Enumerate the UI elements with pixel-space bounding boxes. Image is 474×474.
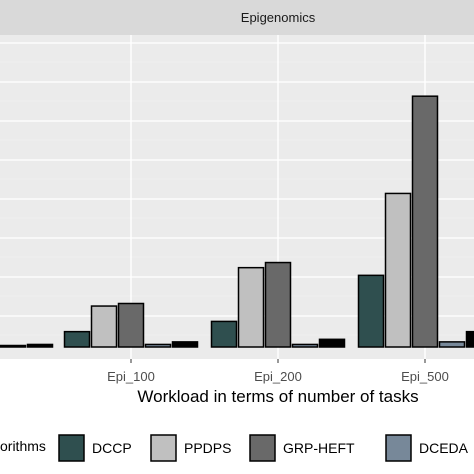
legend-label-dceda: DCEDA	[419, 440, 469, 456]
bar-grp-heft-epi_500	[411, 95, 439, 348]
bar-dceda-epi_100	[144, 343, 172, 348]
facet-strip-label: Epigenomics	[241, 10, 316, 25]
bar-series-4-epi_50	[26, 343, 54, 348]
bar-dceda-epi_500	[438, 341, 466, 348]
bar-dccp-epi_100	[63, 330, 91, 348]
bar-dccp-epi_500	[357, 274, 385, 348]
bar-ppdps-epi_200	[237, 266, 265, 348]
x-tick-label: Epi_100	[107, 369, 155, 384]
legend-label-ppdps: PPDPS	[184, 440, 231, 456]
legend: orithms DCCP PPDPS GRP-HEFT DCEDA	[0, 434, 469, 462]
bar-grp-heft-epi_200	[264, 261, 292, 348]
legend-title: orithms	[0, 438, 46, 454]
bar-series-4-epi_500	[465, 330, 474, 348]
bar-series-4-epi_200	[318, 338, 346, 348]
legend-key-dceda	[385, 434, 412, 462]
bar-dceda-epi_200	[291, 343, 319, 348]
bar-ppdps-epi_500	[384, 192, 412, 348]
bars	[0, 95, 474, 348]
legend-label-grp-heft: GRP-HEFT	[283, 440, 355, 456]
legend-key-grp-heft	[249, 434, 276, 462]
bar-ppdps-epi_100	[90, 305, 118, 348]
x-tick-label: Epi_500	[401, 369, 449, 384]
legend-label-dccp: DCCP	[92, 440, 132, 456]
x-axis-title: Workload in terms of number of tasks	[137, 387, 418, 406]
bar-dccp-epi_200	[210, 320, 238, 348]
facet-strip	[0, 0, 474, 35]
bar-grp-heft-epi_100	[117, 302, 145, 348]
bar-series-4-epi_100	[171, 341, 199, 348]
legend-key-ppdps	[150, 434, 177, 462]
legend-key-dccp	[58, 434, 85, 462]
x-tick-label: Epi_200	[254, 369, 302, 384]
bar-dceda-epi_50	[0, 344, 27, 348]
